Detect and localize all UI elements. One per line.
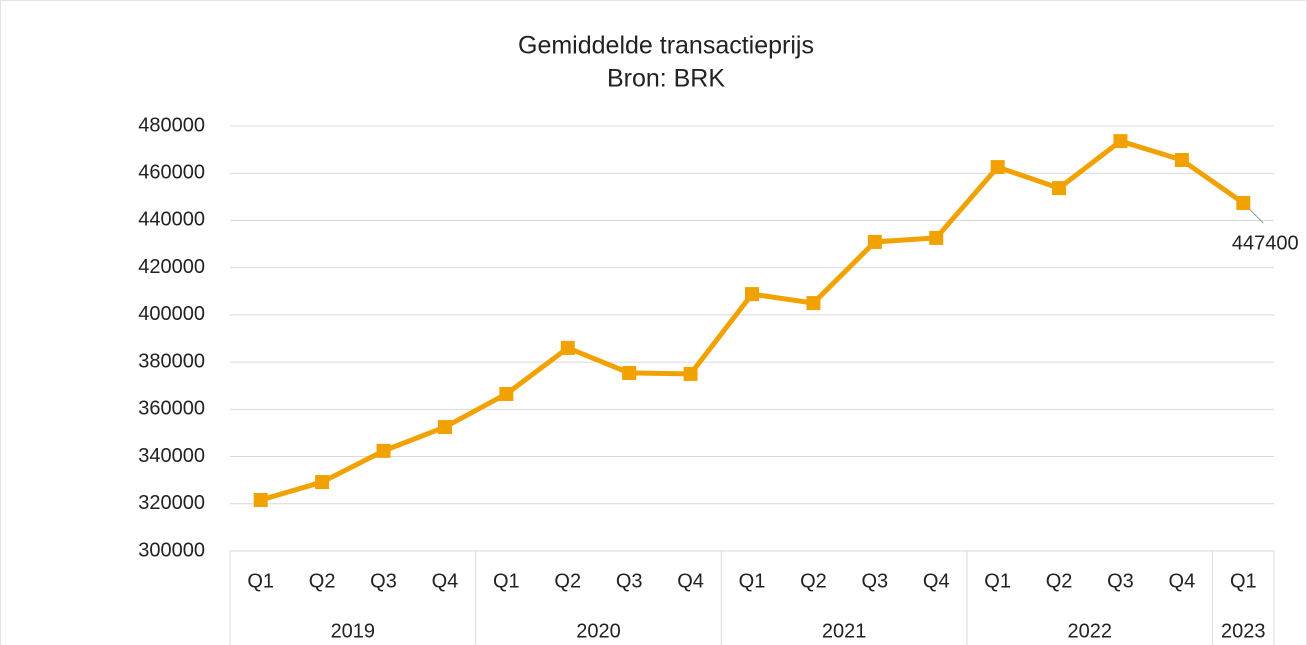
y-tick-label: 340000 <box>138 445 205 467</box>
y-tick-label: 480000 <box>138 114 205 136</box>
x-group-label: 2023 <box>1221 620 1266 642</box>
y-tick-label: 320000 <box>138 492 205 514</box>
marker <box>1174 153 1189 167</box>
y-tick-label: 440000 <box>138 209 205 231</box>
y-tick-label: 400000 <box>138 303 205 325</box>
marker <box>806 296 821 311</box>
marker <box>376 443 391 458</box>
x-tick-label: Q4 <box>432 570 459 592</box>
line <box>260 138 1245 503</box>
y-tick-label: 300000 <box>138 539 205 561</box>
x-tick-label: Q3 <box>370 570 397 592</box>
y-tick-label: 380000 <box>138 350 205 372</box>
marker <box>1113 134 1128 149</box>
y-tick-label: 460000 <box>138 162 205 184</box>
marker <box>437 420 452 435</box>
x-group-label: 2019 <box>331 620 376 642</box>
marker <box>622 365 637 380</box>
marker <box>315 475 330 490</box>
marker <box>867 234 882 249</box>
chart-title: Gemiddelde transactieprijs <box>518 32 814 60</box>
x-tick-label: Q2 <box>1046 570 1073 592</box>
chart-subtitle: Bron: BRK <box>607 65 725 93</box>
marker <box>253 493 268 507</box>
marker <box>683 366 698 381</box>
x-tick-label: Q1 <box>984 570 1011 592</box>
x-tick-label: Q4 <box>1169 570 1196 592</box>
x-tick-label: Q1 <box>493 570 520 592</box>
marker <box>1052 181 1067 196</box>
y-tick-label: 420000 <box>138 256 205 278</box>
x-tick-label: Q2 <box>800 570 827 592</box>
x-tick-label: Q3 <box>616 570 643 592</box>
leader-line <box>1248 208 1264 224</box>
x-tick-label: Q1 <box>247 570 274 592</box>
x-tick-label: Q1 <box>1230 570 1257 592</box>
x-group-label: 2021 <box>822 620 867 642</box>
x-tick-label: Q4 <box>923 570 950 592</box>
data-label: 447400 <box>1232 232 1299 254</box>
marker <box>929 230 944 245</box>
y-tick-label: 360000 <box>138 398 205 420</box>
marker <box>990 160 1005 175</box>
x-group-label: 2020 <box>576 620 621 642</box>
x-tick-label: Q2 <box>554 570 581 592</box>
x-tick-label: Q1 <box>739 570 766 592</box>
marker <box>1236 195 1251 210</box>
x-group-label: 2022 <box>1068 620 1113 642</box>
marker <box>560 340 575 355</box>
x-tick-label: Q4 <box>677 570 704 592</box>
x-tick-label: Q3 <box>861 570 888 592</box>
marker <box>745 287 759 302</box>
x-tick-label: Q3 <box>1107 570 1134 592</box>
marker <box>499 386 514 401</box>
x-tick-label: Q2 <box>309 570 336 592</box>
